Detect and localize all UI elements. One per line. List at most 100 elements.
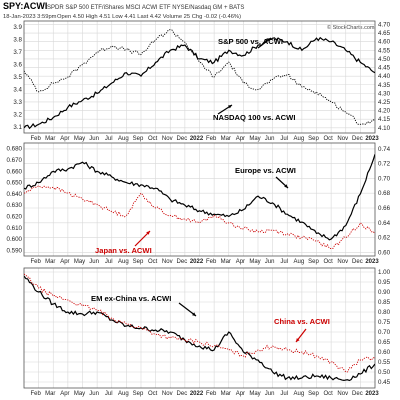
month-tick-label: Jul xyxy=(280,259,288,265)
right-tick-label: 0.66 xyxy=(378,205,391,212)
month-tick-label: Oct xyxy=(323,136,333,142)
right-tick-label: 4.55 xyxy=(378,47,391,54)
month-tick-label: Aug xyxy=(294,391,305,397)
month-tick-label: Apr xyxy=(60,259,69,265)
month-tick-label: Feb xyxy=(30,391,41,397)
series-line-china-vs-acwi xyxy=(24,273,375,373)
date-line: 18-Jan-2023 3:59pm xyxy=(3,14,57,20)
left-tick-label: 0.600 xyxy=(7,236,23,243)
month-tick-label: Dec xyxy=(352,259,363,265)
month-tick-label: Feb xyxy=(206,136,217,142)
month-tick-label: Aug xyxy=(294,136,305,142)
month-tick-label: Jun xyxy=(89,259,99,265)
panel-frame xyxy=(23,267,376,389)
right-tick-label: 0.75 xyxy=(378,319,391,326)
month-tick-label: Oct xyxy=(323,259,333,265)
right-tick-label: 0.72 xyxy=(378,161,391,168)
left-tick-label: 3.1 xyxy=(13,124,22,131)
month-tick-label: 2023 xyxy=(365,259,379,265)
month-tick-label: Mar xyxy=(221,391,231,397)
month-tick-label: Mar xyxy=(221,259,231,265)
left-tick-label: 0.590 xyxy=(7,247,23,254)
month-tick-label: Oct xyxy=(148,259,158,265)
series-line-nasdaq-100-vs-acwi xyxy=(24,29,375,125)
month-tick-label: Mar xyxy=(45,136,55,142)
month-tick-label: Oct xyxy=(323,391,333,397)
annotation-label: NASDAQ 100 vs. ACWI xyxy=(213,113,295,122)
month-tick-label: Mar xyxy=(45,259,55,265)
arrowhead xyxy=(228,105,232,109)
annotation-label: Japan vs. ACWI xyxy=(95,246,152,255)
right-tick-label: 0.65 xyxy=(378,339,391,346)
left-tick-label: 3.3 xyxy=(13,99,22,106)
month-tick-label: Jun xyxy=(265,259,275,265)
right-tick-label: 4.15 xyxy=(378,116,391,123)
watermark: © StockCharts.com xyxy=(327,24,375,31)
annotation-label: Europe vs. ACWI xyxy=(235,166,296,175)
month-tick-label: Dec xyxy=(352,391,363,397)
month-tick-label: Apr xyxy=(236,259,245,265)
left-tick-label: 3.7 xyxy=(13,49,22,56)
left-tick-label: 0.650 xyxy=(7,180,23,187)
series-line-europe-vs-acwi xyxy=(24,154,375,241)
series-line-s-p-500-vs-acwi xyxy=(24,36,375,130)
right-tick-label: 0.55 xyxy=(378,359,391,366)
month-tick-label: Dec xyxy=(177,259,188,265)
month-tick-label: Dec xyxy=(177,136,188,142)
month-tick-label: Feb xyxy=(30,136,41,142)
right-tick-label: 4.10 xyxy=(378,125,391,132)
right-tick-label: 4.50 xyxy=(378,56,391,63)
month-tick-label: Mar xyxy=(221,136,231,142)
month-tick-label: Nov xyxy=(162,391,173,397)
left-tick-label: 0.670 xyxy=(7,157,23,164)
month-tick-label: Jul xyxy=(280,391,288,397)
month-tick-label: Sep xyxy=(308,136,319,142)
series-line-em-ex-china-vs-acwi xyxy=(24,275,375,382)
month-tick-label: 2023 xyxy=(365,136,379,142)
month-tick-label: Nov xyxy=(337,259,348,265)
month-tick-label: May xyxy=(74,391,85,397)
month-tick-label: Aug xyxy=(118,136,129,142)
chart-panels: 4.70 4.65 4.604.55 4.50 4.454.40 4.354.30 4.25… xyxy=(7,20,391,389)
left-tick-label: 3.4 xyxy=(13,86,22,93)
right-tick-label: 0.90 xyxy=(378,289,391,296)
month-tick-label: Sep xyxy=(133,391,144,397)
right-tick-label: 4.35 xyxy=(378,82,391,89)
month-tick-label: Mar xyxy=(45,391,55,397)
right-tick-label: 4.40 xyxy=(378,73,391,80)
month-tick-label: May xyxy=(74,259,85,265)
right-tick-label: 0.85 xyxy=(378,299,391,306)
month-tick-label: 2022 xyxy=(190,259,204,265)
month-tick-label: Jul xyxy=(105,391,113,397)
month-tick-label: Nov xyxy=(337,136,348,142)
month-tick-label: Jul xyxy=(105,136,113,142)
left-tick-label: 0.640 xyxy=(7,191,23,198)
month-tick-label: 2022 xyxy=(190,391,204,397)
month-tick-label: Jun xyxy=(89,136,99,142)
left-tick-label: 3.6 xyxy=(13,62,22,69)
month-tick-label: Dec xyxy=(177,391,188,397)
left-tick-label: 3.2 xyxy=(13,111,22,118)
right-tick-label: 0.50 xyxy=(378,369,391,376)
right-tick-label: 4.70 xyxy=(378,21,391,28)
month-tick-label: Feb xyxy=(206,259,217,265)
right-tick-label: 4.30 xyxy=(378,90,391,97)
month-tick-label: Nov xyxy=(337,391,348,397)
month-tick-label: Sep xyxy=(308,391,319,397)
left-tick-label: 0.660 xyxy=(7,168,23,175)
symbol-description: SPDR S&P 500 ETF/iShares MSCI ACWI ETF N… xyxy=(47,5,244,11)
annotation-label: EM ex-China vs. ACWI xyxy=(91,294,171,303)
right-tick-label: 4.60 xyxy=(378,39,391,46)
panel-frame xyxy=(23,20,376,134)
month-tick-label: Apr xyxy=(236,391,245,397)
right-tick-label: 0.68 xyxy=(378,190,391,197)
month-tick-label: Feb xyxy=(30,259,41,265)
right-tick-label: 0.60 xyxy=(378,349,391,356)
month-tick-label: May xyxy=(249,391,260,397)
month-tick-label: May xyxy=(249,136,260,142)
left-tick-label: 3.5 xyxy=(13,74,22,81)
chart-panel-1: 4.70 4.65 4.604.55 4.50 4.454.40 4.354.30 4.25… xyxy=(13,20,391,134)
month-tick-label: Dec xyxy=(352,136,363,142)
month-tick-label: Sep xyxy=(133,136,144,142)
right-tick-label: 4.45 xyxy=(378,65,391,72)
